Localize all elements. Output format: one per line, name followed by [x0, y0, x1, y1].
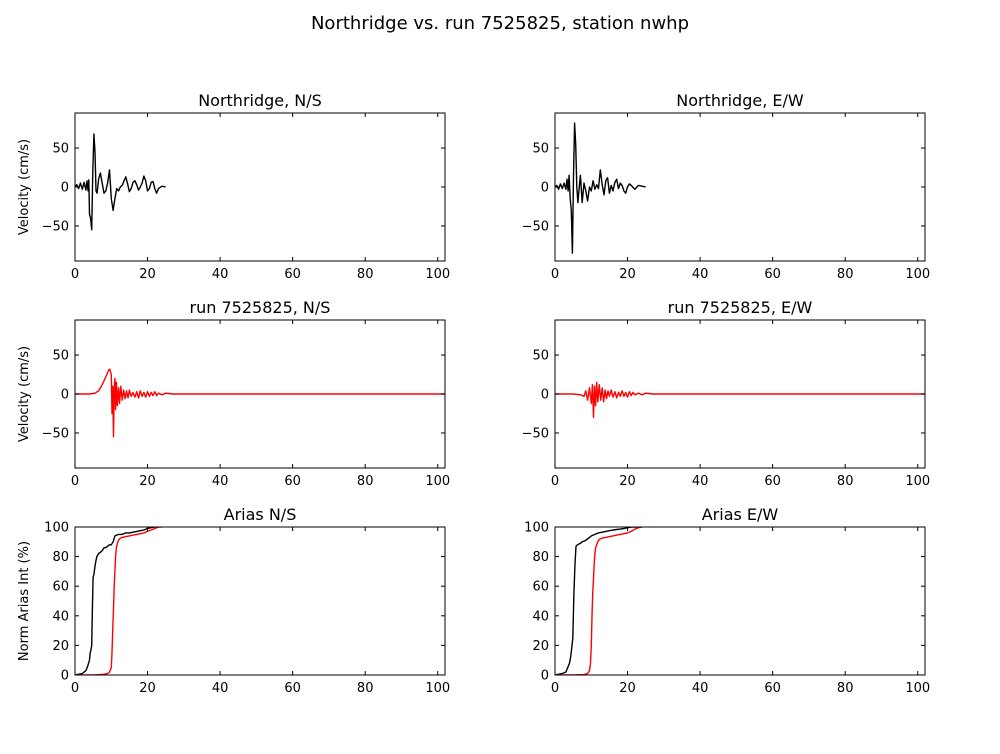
- panel-1-title: Northridge, N/S: [198, 91, 322, 110]
- panel-3-xtick-label: 0: [71, 474, 79, 489]
- panel-6-ytick-label: 60: [532, 580, 549, 595]
- panel-1-xtick-label: 100: [425, 267, 450, 282]
- panel-5-ytick-label: 60: [52, 580, 69, 595]
- panel-6-arias-e-w: 0 20 40 60 80 100 0 20 40 60 80 100 Arias E/W: [524, 505, 930, 696]
- panel-1-xtick-label: 80: [357, 267, 374, 282]
- panel-2-ytick-label: 50: [532, 142, 549, 157]
- panel-3-xtick-label: 40: [212, 474, 229, 489]
- panel-6-series-1-line: [555, 527, 639, 675]
- figure-title: Northridge vs. run 7525825, station nwhp: [311, 13, 689, 34]
- panel-3-xtick-label: 60: [284, 474, 301, 489]
- panel-4-series-1-line: [555, 381, 925, 419]
- panel-6-xtick-label: 20: [619, 681, 636, 696]
- panel-4-ytick-label: 0: [541, 388, 549, 403]
- panel-5-ytick-label: 80: [52, 550, 69, 565]
- panel-2-title: Northridge, E/W: [676, 91, 804, 110]
- panel-1-xtick-label: 60: [284, 267, 301, 282]
- panel-5-ytick-label: 100: [44, 521, 69, 536]
- panel-1-xtick-label: 40: [212, 267, 229, 282]
- panel-3-ytick-label: 50: [52, 349, 69, 364]
- panel-2-xtick-label: 80: [837, 267, 854, 282]
- panel-2-xtick-label: 40: [692, 267, 709, 282]
- panels: 0 20 40 60 80 100 −50 0 50 Northridge, N/S Velocit…: [17, 91, 930, 696]
- panel-4-xtick-label: 80: [837, 474, 854, 489]
- panel-5-ylabel: Norm Arias Int (%): [17, 541, 32, 661]
- panel-3-xtick-label: 100: [425, 474, 450, 489]
- panel-1-ytick-label: 0: [61, 181, 69, 196]
- panel-3-ylabel: Velocity (cm/s): [17, 346, 32, 442]
- panel-4-xtick-label: 20: [619, 474, 636, 489]
- panel-4-xtick-label: 100: [905, 474, 930, 489]
- panel-5-title: Arias N/S: [224, 505, 297, 524]
- panel-2-ytick-label: −50: [522, 219, 549, 234]
- panel-4-run-7525825-e-w: 0 20 40 60 80 100 −50 0 50 run 7525825, E/W: [522, 298, 931, 489]
- panel-5-ytick-label: 40: [52, 609, 69, 624]
- panel-5-xtick-label: 20: [139, 681, 156, 696]
- panel-5-xtick-label: 0: [71, 681, 79, 696]
- panel-4-xtick-label: 60: [764, 474, 781, 489]
- panel-6-title: Arias E/W: [702, 505, 779, 524]
- panel-6-ytick-label: 100: [524, 521, 549, 536]
- panel-3-ytick-label: −50: [42, 426, 69, 441]
- panel-1-xtick-label: 20: [139, 267, 156, 282]
- panel-6-xtick-label: 60: [764, 681, 781, 696]
- panel-2-xtick-label: 100: [905, 267, 930, 282]
- panel-6-ytick-label: 20: [532, 639, 549, 654]
- panel-2-xtick-label: 0: [551, 267, 559, 282]
- panel-1-ytick-label: 50: [52, 142, 69, 157]
- panel-6-ytick-label: 0: [541, 669, 549, 684]
- panel-2-xtick-label: 20: [619, 267, 636, 282]
- panel-4-xtick-label: 40: [692, 474, 709, 489]
- panel-6-axes-frame: [554, 526, 926, 676]
- panel-2-series-1-line: [555, 122, 646, 254]
- panel-6-series-2-line: [555, 527, 643, 675]
- panel-5-xtick-label: 80: [357, 681, 374, 696]
- panel-3-ytick-label: 0: [61, 388, 69, 403]
- panel-1-series-1-line: [75, 133, 166, 231]
- panel-5-ytick-label: 0: [61, 669, 69, 684]
- panel-4-ytick-label: −50: [522, 426, 549, 441]
- panel-2-xtick-label: 60: [764, 267, 781, 282]
- panel-6-xtick-label: 100: [905, 681, 930, 696]
- panel-6-xtick-label: 40: [692, 681, 709, 696]
- panel-5-xtick-label: 60: [284, 681, 301, 696]
- panel-3-run-7525825-n-s: 0 20 40 60 80 100 −50 0 50 run 7525825, N/S Veloci…: [17, 298, 450, 489]
- panel-4-xtick-label: 0: [551, 474, 559, 489]
- panel-5-series-1-line: [75, 527, 159, 675]
- panel-5-series-2-line: [75, 527, 163, 675]
- panel-5-axes-frame: [74, 526, 446, 676]
- panel-4-title: run 7525825, E/W: [668, 298, 813, 317]
- panel-1-xtick-label: 0: [71, 267, 79, 282]
- panel-1-ytick-label: −50: [42, 219, 69, 234]
- panel-5-xtick-label: 40: [212, 681, 229, 696]
- panel-4-ytick-label: 50: [532, 349, 549, 364]
- panel-3-series-1-line: [75, 368, 445, 438]
- panel-3-xtick-label: 20: [139, 474, 156, 489]
- panel-6-ytick-label: 40: [532, 609, 549, 624]
- panel-1-ylabel: Velocity (cm/s): [17, 139, 32, 235]
- panel-5-arias-n-s: 0 20 40 60 80 100 0 20 40 60 80 100 Arias N/S Norm Ar…: [17, 505, 450, 696]
- panel-5-ytick-label: 20: [52, 639, 69, 654]
- panel-5-xtick-label: 100: [425, 681, 450, 696]
- panel-6-xtick-label: 80: [837, 681, 854, 696]
- panel-6-xtick-label: 0: [551, 681, 559, 696]
- panel-2-northridge-e-w: 0 20 40 60 80 100 −50 0 50 Northridge, E/W: [522, 91, 931, 282]
- panel-2-ytick-label: 0: [541, 181, 549, 196]
- panel-1-northridge-n-s: 0 20 40 60 80 100 −50 0 50 Northridge, N/S Velocit…: [17, 91, 450, 282]
- panel-3-title: run 7525825, N/S: [190, 298, 331, 317]
- panel-3-xtick-label: 80: [357, 474, 374, 489]
- panel-6-ytick-label: 80: [532, 550, 549, 565]
